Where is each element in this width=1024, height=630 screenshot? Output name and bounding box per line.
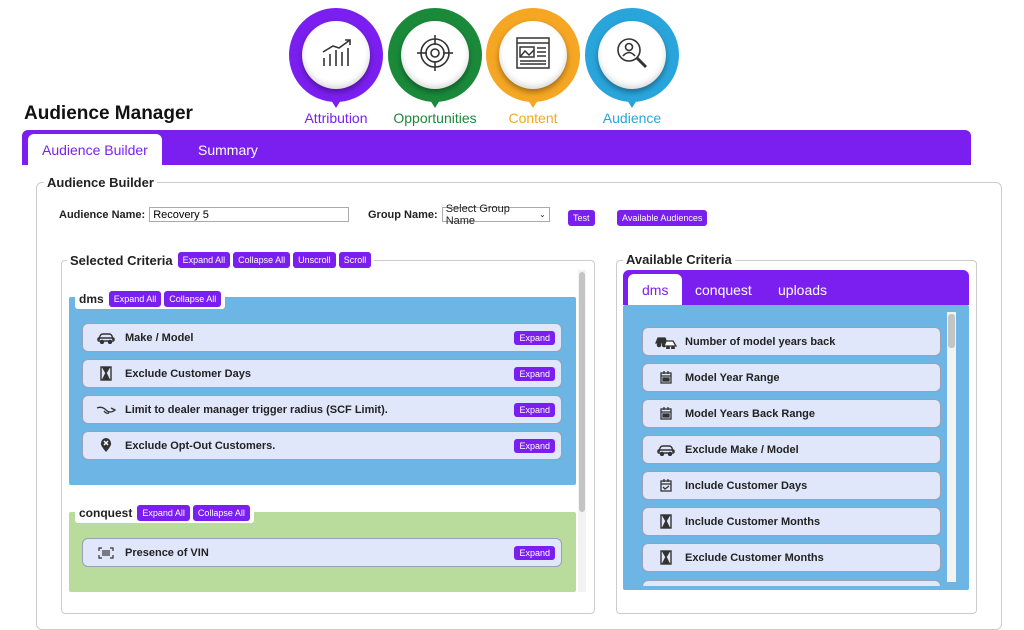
expand-button[interactable]: Expand [514, 402, 555, 417]
available-criteria-scrollbar[interactable] [947, 312, 956, 582]
criteria-label: Include Customer Days [685, 479, 808, 492]
conquest-group-header: conquest Expand All Collapse All [75, 503, 254, 523]
calendar-icon [651, 407, 681, 420]
group-name-select-value: Select Group Name [445, 202, 510, 227]
available-exclude-make-model[interactable]: Exclude Make / Model [642, 435, 941, 464]
target-icon [417, 34, 453, 76]
criteria-label: Limit to dealer manager trigger radius (… [125, 403, 388, 416]
audience-builder-legend: Audience Builder [44, 175, 157, 190]
expand-button[interactable]: Expand [514, 330, 555, 345]
cars-icon [651, 335, 681, 349]
conquest-collapse-all-button[interactable]: Collapse All [192, 505, 250, 521]
dms-expand-all-button[interactable]: Expand All [108, 291, 162, 307]
selected-criteria-scrollbar[interactable] [578, 270, 586, 592]
hourglass-icon [651, 550, 681, 565]
available-criteria-legend: Available Criteria [623, 252, 735, 267]
scroll-button[interactable]: Scroll [338, 252, 372, 268]
criteria-label: Presence of VIN [125, 546, 209, 559]
barcode-icon [91, 546, 121, 559]
selected-criteria-title: Selected Criteria [70, 252, 173, 268]
available-list-partial-item [642, 580, 941, 586]
nav-attribution-label: Attribution [304, 110, 368, 126]
available-number-of-model-years-back[interactable]: Number of model years back [642, 327, 941, 356]
expand-button[interactable]: Expand [514, 366, 555, 381]
tab-uploads[interactable]: uploads [778, 281, 828, 298]
available-criteria-tabs: dms conquest uploads [623, 270, 969, 305]
calendar-icon [651, 371, 681, 384]
dms-group-header: dms Expand All Collapse All [75, 289, 226, 309]
expand-all-button[interactable]: Expand All [177, 252, 231, 268]
unscroll-button[interactable]: Unscroll [293, 252, 336, 268]
chevron-down-icon: ⌄ [538, 210, 546, 219]
criteria-presence-of-vin[interactable]: Presence of VIN Expand [82, 538, 562, 567]
available-exclude-customer-months[interactable]: Exclude Customer Months [642, 543, 941, 572]
expand-button[interactable]: Expand [514, 545, 555, 560]
calendar-check-icon [651, 479, 681, 492]
nav-opportunities-label: Opportunities [393, 110, 477, 126]
nav-opportunities[interactable]: Opportunities [388, 8, 482, 126]
criteria-label: Exclude Opt-Out Customers. [125, 439, 276, 452]
scrollbar-thumb[interactable] [948, 314, 955, 348]
conquest-expand-all-button[interactable]: Expand All [137, 505, 190, 521]
tab-summary[interactable]: Summary [198, 141, 258, 158]
selected-criteria-legend: Selected Criteria Expand All Collapse Al… [67, 252, 375, 268]
hourglass-icon [91, 366, 121, 381]
available-model-year-range[interactable]: Model Year Range [642, 363, 941, 392]
audience-name-label: Audience Name: [59, 208, 146, 221]
available-model-years-back-range[interactable]: Model Years Back Range [642, 399, 941, 428]
car-icon [651, 444, 681, 456]
criteria-label: Model Years Back Range [685, 407, 816, 420]
lamp-icon [91, 405, 121, 415]
test-button[interactable]: Test [568, 210, 595, 226]
page-title: Audience Manager [24, 103, 193, 124]
tab-dms[interactable]: dms [628, 274, 683, 305]
dms-group-title: dms [79, 292, 104, 306]
criteria-exclude-opt-out[interactable]: Exclude Opt-Out Customers. Expand [82, 431, 562, 460]
location-x-icon [91, 438, 121, 453]
criteria-label: Model Year Range [685, 371, 780, 384]
criteria-label: Exclude Customer Months [685, 551, 824, 564]
criteria-label: Exclude Customer Days [125, 367, 251, 380]
audience-name-input[interactable] [149, 207, 350, 222]
criteria-label: Exclude Make / Model [685, 443, 799, 456]
expand-button[interactable]: Expand [514, 438, 555, 453]
available-include-customer-days[interactable]: Include Customer Days [642, 471, 941, 500]
growth-chart-icon [319, 38, 353, 73]
main-tab-bar: Audience Builder Summary [22, 130, 971, 165]
group-name-select[interactable]: Select Group Name ⌄ [441, 203, 550, 227]
webpage-content-icon [516, 36, 550, 74]
available-criteria-panel [616, 260, 977, 614]
collapse-all-button[interactable]: Collapse All [233, 252, 291, 268]
user-search-icon [615, 36, 649, 75]
criteria-exclude-customer-days[interactable]: Exclude Customer Days Expand [82, 359, 562, 388]
tab-audience-builder[interactable]: Audience Builder [28, 134, 162, 165]
available-include-customer-months[interactable]: Include Customer Months [642, 507, 941, 536]
hourglass-icon [651, 514, 681, 529]
criteria-label: Make / Model [125, 331, 194, 344]
nav-content[interactable]: Content [486, 8, 580, 126]
nav-attribution[interactable]: Attribution [289, 8, 383, 126]
nav-audience-label: Audience [602, 110, 662, 126]
criteria-label: Include Customer Months [685, 515, 821, 528]
nav-audience[interactable]: Audience [585, 8, 679, 126]
criteria-make-model[interactable]: Make / Model Expand [82, 323, 562, 352]
nav-content-label: Content [508, 110, 558, 126]
conquest-group-title: conquest [79, 506, 133, 520]
available-audiences-button[interactable]: Available Audiences [617, 210, 708, 226]
dms-collapse-all-button[interactable]: Collapse All [164, 291, 222, 307]
car-icon [91, 332, 121, 344]
group-name-label: Group Name: [368, 208, 438, 221]
criteria-limit-radius[interactable]: Limit to dealer manager trigger radius (… [82, 395, 562, 424]
criteria-label: Number of model years back [685, 335, 836, 348]
tab-conquest[interactable]: conquest [695, 281, 752, 298]
scrollbar-thumb[interactable] [579, 272, 585, 512]
